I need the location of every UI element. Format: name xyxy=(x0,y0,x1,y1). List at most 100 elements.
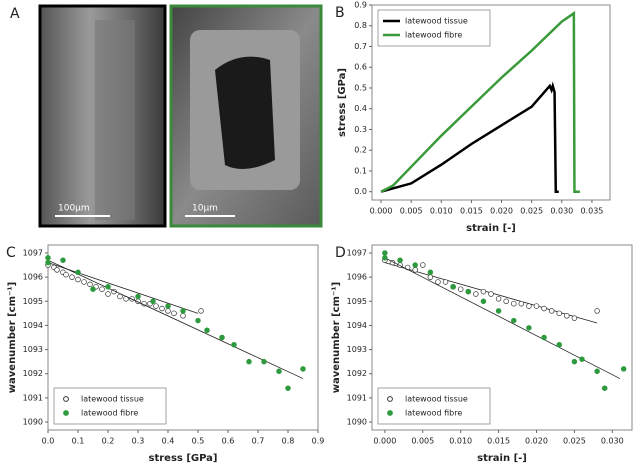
y-tick-label: 1091 xyxy=(347,393,367,402)
x-tick-label: 0.2 xyxy=(102,437,115,446)
x-tick-label: 0.1 xyxy=(72,437,85,446)
data-point xyxy=(276,368,282,375)
data-point xyxy=(526,303,532,309)
data-point xyxy=(442,279,449,285)
y-axis-label: stress [GPa] xyxy=(337,68,348,137)
legend-label: latewood tissue xyxy=(405,17,468,26)
x-axis-label: stress [GPa] xyxy=(149,453,218,464)
data-point xyxy=(153,303,159,309)
data-point xyxy=(480,298,487,305)
y-tick-label: 1097 xyxy=(23,248,43,257)
data-point xyxy=(165,303,171,309)
x-tick-label: 0.015 xyxy=(460,207,483,216)
data-point xyxy=(75,269,81,276)
panel-label: B xyxy=(335,5,345,21)
data-point xyxy=(412,262,418,268)
data-point xyxy=(480,288,487,295)
plot-frame xyxy=(371,4,611,201)
legend-box xyxy=(53,387,167,425)
x-tick-label: 0.7 xyxy=(252,437,265,446)
x-tick-label: 0.3 xyxy=(132,437,145,446)
data-point xyxy=(571,315,578,321)
legend-swatch xyxy=(63,396,69,402)
data-point xyxy=(135,293,141,300)
x-tick-label: 0.010 xyxy=(430,207,453,216)
lumen xyxy=(215,56,275,169)
y-tick-label: 1094 xyxy=(347,321,367,330)
y-tick-label: 1095 xyxy=(347,297,367,306)
data-point xyxy=(54,267,60,273)
legend-swatch xyxy=(63,410,69,416)
data-point xyxy=(45,259,51,266)
y-tick-label: 0.1 xyxy=(354,166,367,175)
x-tick-label: 0.000 xyxy=(370,207,393,216)
x-tick-label: 0.025 xyxy=(563,437,586,446)
data-point xyxy=(219,334,225,341)
data-point xyxy=(87,281,93,288)
data-point xyxy=(526,325,532,331)
y-tick-label: 0.4 xyxy=(354,104,367,113)
data-point xyxy=(99,286,105,292)
y-tick-label: 1092 xyxy=(23,369,43,378)
legend-label: latewood tissue xyxy=(81,395,144,404)
x-tick-label: 0.9 xyxy=(312,437,325,446)
y-tick-label: 0.9 xyxy=(354,1,367,10)
legend-label: latewood fibre xyxy=(405,409,462,418)
data-point xyxy=(510,300,517,307)
data-point xyxy=(60,257,66,263)
tissue-strip xyxy=(95,20,135,220)
y-axis-label: wavenumber [cm⁻¹] xyxy=(7,282,18,393)
data-point xyxy=(150,298,156,305)
y-tick-label: 1093 xyxy=(347,345,367,354)
data-point xyxy=(412,267,418,273)
x-tick-label: 0.0 xyxy=(42,437,55,446)
y-tick-label: 0.0 xyxy=(354,187,367,196)
x-axis-label: strain [-] xyxy=(477,453,527,464)
data-point xyxy=(594,368,600,375)
plot-frame xyxy=(371,244,633,431)
data-point xyxy=(601,385,608,391)
data-point xyxy=(198,308,204,314)
scale-label: 10µm xyxy=(192,204,218,214)
data-point xyxy=(488,291,494,297)
data-point xyxy=(285,385,291,391)
panel-label: D xyxy=(335,245,346,261)
y-tick-label: 1093 xyxy=(23,345,43,354)
y-tick-label: 0.7 xyxy=(354,42,367,51)
panel-label: C xyxy=(6,245,16,261)
y-axis-label: wavenumber [cm⁻¹] xyxy=(331,282,342,393)
fit-line xyxy=(384,257,621,379)
data-point xyxy=(510,317,517,324)
legend-swatch xyxy=(387,410,393,416)
series-line xyxy=(380,81,559,193)
data-point xyxy=(246,358,252,365)
legend-box xyxy=(377,9,491,47)
x-tick-label: 0.005 xyxy=(411,437,434,446)
data-point xyxy=(427,269,434,276)
y-tick-label: 0.5 xyxy=(354,83,367,92)
data-point xyxy=(556,310,562,317)
data-point xyxy=(300,366,306,372)
data-point xyxy=(171,310,177,317)
y-tick-label: 0.2 xyxy=(354,146,367,155)
data-point xyxy=(541,305,547,312)
x-axis-label: strain [-] xyxy=(466,223,516,234)
x-tick-label: 0.020 xyxy=(525,437,548,446)
data-point xyxy=(69,274,75,280)
y-tick-label: 0.3 xyxy=(354,125,367,134)
data-point xyxy=(620,366,627,372)
data-point xyxy=(579,356,585,362)
data-point xyxy=(231,341,237,348)
data-point xyxy=(397,257,403,263)
data-point xyxy=(533,303,540,309)
data-point xyxy=(571,358,578,365)
fit-line xyxy=(47,259,304,379)
data-point xyxy=(159,305,165,312)
data-point xyxy=(495,296,502,302)
x-tick-label: 0.5 xyxy=(192,437,205,446)
data-point xyxy=(382,255,388,261)
x-tick-label: 0.6 xyxy=(222,437,235,446)
y-tick-label: 1096 xyxy=(347,273,367,282)
data-point xyxy=(180,308,186,314)
